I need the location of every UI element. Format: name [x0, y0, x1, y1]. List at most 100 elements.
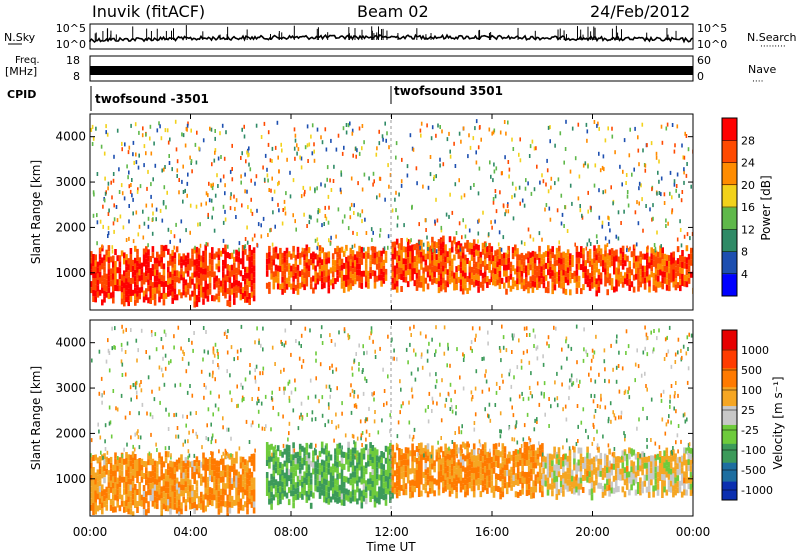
echo-cell: [461, 270, 465, 277]
echo-cell: [169, 484, 172, 491]
echo-cell: [672, 479, 675, 486]
echo-cell: [382, 247, 386, 254]
echo-cell: [426, 358, 429, 363]
echo-cell: [400, 472, 403, 479]
echo-cell: [163, 185, 166, 190]
echo-cell: [639, 489, 642, 496]
echo-cell: [191, 484, 194, 491]
echo-cell: [512, 468, 516, 475]
echo-cell: [184, 475, 188, 482]
echo-cell: [200, 279, 203, 286]
echo-cell: [179, 382, 182, 387]
echo-cell: [647, 479, 651, 486]
echo-cell: [650, 467, 653, 474]
echo-cell: [90, 263, 93, 270]
echo-cell: [324, 183, 326, 188]
echo-cell: [224, 256, 227, 263]
echo-cell: [472, 479, 476, 486]
echo-cell: [562, 287, 565, 294]
echo-cell: [324, 127, 327, 132]
echo-cell: [281, 258, 284, 265]
echo-cell: [560, 264, 563, 271]
echo-cell: [169, 289, 172, 296]
echo-cell: [516, 461, 520, 468]
echo-cell: [380, 250, 383, 257]
echo-cell: [244, 189, 246, 194]
echo-cell: [529, 440, 531, 445]
echo-cell: [556, 208, 559, 213]
echo-cell: [657, 170, 659, 175]
echo-cell: [189, 264, 192, 271]
echo-cell: [653, 243, 656, 247]
echo-cell: [610, 419, 612, 424]
echo-cell: [673, 149, 676, 154]
echo-cell: [661, 247, 664, 254]
echo-cell: [409, 480, 412, 487]
echo-cell: [160, 462, 163, 469]
echo-cell: [391, 468, 395, 475]
echo-cell: [598, 126, 600, 131]
echo-cell: [230, 483, 234, 490]
echo-cell: [301, 247, 304, 252]
echo-cell: [439, 285, 443, 292]
echo-cell: [477, 274, 480, 281]
echo-cell: [331, 475, 335, 482]
echo-cell: [525, 460, 529, 466]
echo-cell: [391, 474, 395, 481]
echo-cell: [563, 224, 565, 228]
nsearch-label: N.Search: [747, 31, 797, 44]
echo-cell: [164, 481, 168, 488]
echo-cell: [603, 483, 607, 490]
echo-cell: [376, 146, 378, 151]
echo-cell: [182, 283, 185, 290]
echo-cell: [204, 292, 207, 299]
echo-cell: [369, 260, 372, 267]
echo-cell: [424, 253, 428, 260]
echo-cell: [195, 504, 199, 511]
echo-cell: [298, 473, 302, 480]
echo-cell: [521, 452, 524, 459]
echo-cell: [512, 474, 516, 481]
echo-cell: [459, 279, 463, 286]
echo-cell: [632, 256, 636, 263]
echo-cell: [420, 263, 423, 270]
echo-cell: [540, 266, 543, 273]
echo-cell: [520, 258, 524, 265]
echo-cell: [525, 472, 529, 478]
echo-cell: [151, 332, 153, 337]
echo-cell: [453, 278, 456, 285]
echo-cell: [519, 477, 522, 484]
echo-cell: [557, 459, 561, 466]
echo-cell: [395, 208, 397, 213]
echo-cell: [665, 471, 669, 478]
echo-cell: [378, 462, 381, 469]
echo-cell: [145, 461, 148, 468]
echo-cell: [516, 479, 520, 486]
echo-cell: [226, 264, 229, 271]
echo-cell: [271, 146, 274, 151]
echo-cell: [197, 466, 201, 473]
echo-cell: [558, 263, 561, 270]
echo-cell: [385, 138, 387, 143]
echo-cell: [324, 214, 327, 218]
echo-cell: [672, 485, 675, 492]
echo-cell: [477, 219, 479, 224]
echo-cell: [599, 254, 603, 261]
echo-cell: [464, 234, 467, 239]
echo-cell: [510, 472, 513, 479]
echo-cell: [162, 293, 166, 300]
echo-cell: [175, 276, 179, 283]
echo-cell: [270, 485, 273, 492]
echo-cell: [305, 496, 309, 503]
echo-cell: [521, 470, 524, 477]
echo-cell: [250, 273, 254, 280]
echo-cell: [665, 260, 669, 267]
echo-cell: [301, 445, 304, 452]
echo-cell: [358, 245, 361, 252]
echo-cell: [168, 445, 170, 450]
echo-cell: [113, 345, 115, 350]
echo-cell: [338, 253, 342, 260]
echo-cell: [477, 460, 480, 467]
echo-cell: [560, 258, 563, 265]
echo-cell: [195, 456, 199, 463]
